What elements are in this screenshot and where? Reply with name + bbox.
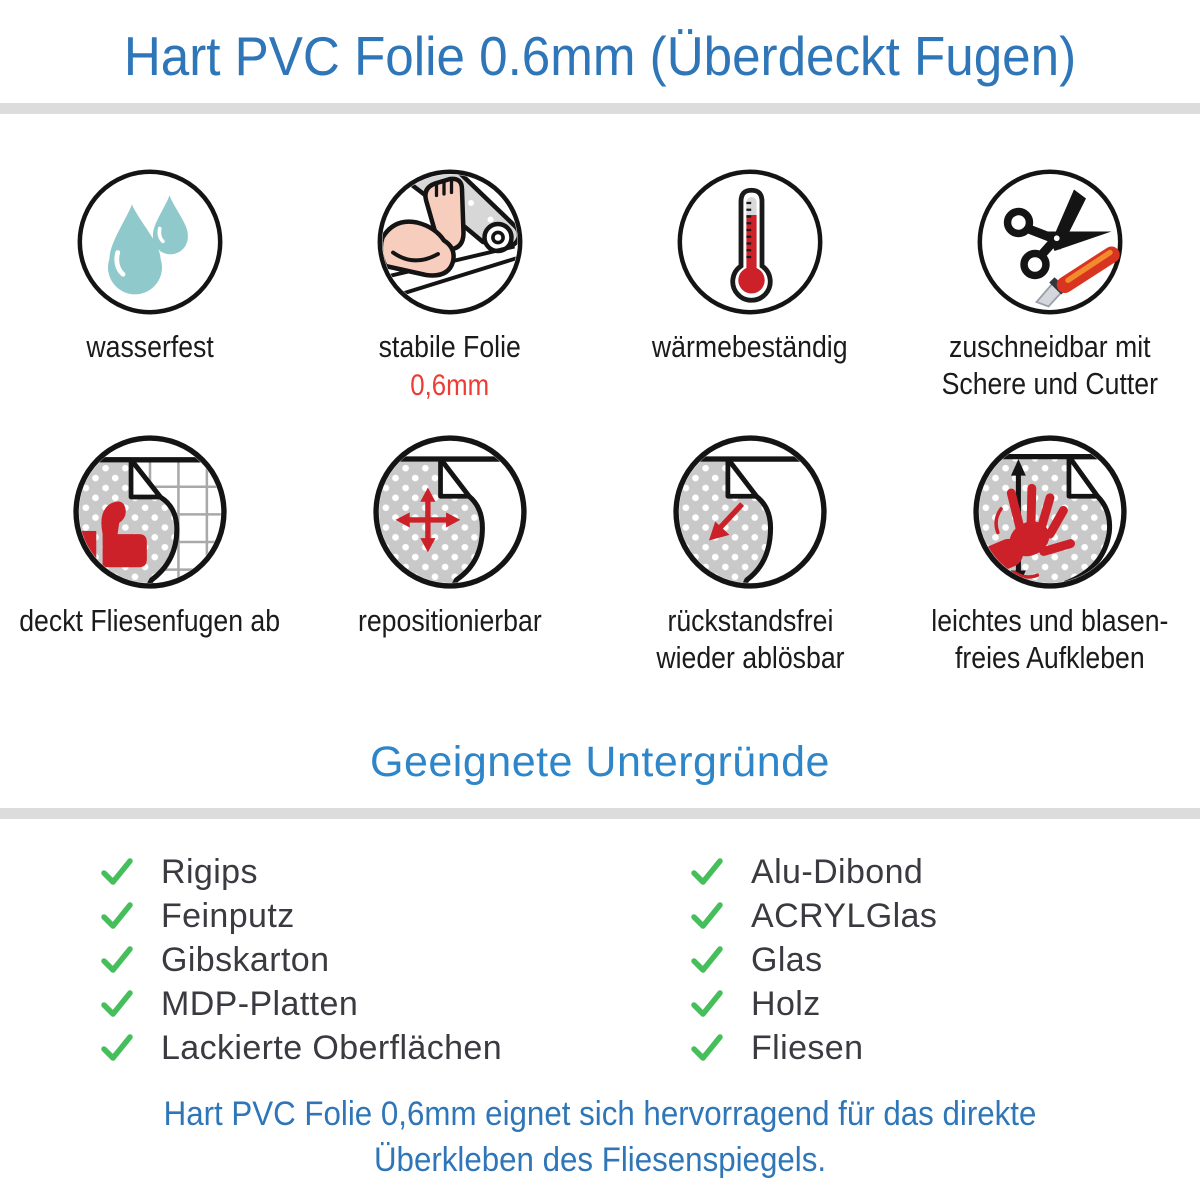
divider-middle bbox=[0, 808, 1200, 819]
feature-label: deckt Fliesenfugen ab bbox=[19, 603, 281, 638]
feature-label: zuschneidbar mit Schere und Cutter bbox=[941, 329, 1159, 402]
feature-label: repositionierbar bbox=[358, 603, 542, 638]
item-label: Lackierte Oberflächen bbox=[161, 1028, 503, 1067]
feature-cuttable: zuschneidbar mit Schere und Cutter bbox=[900, 114, 1200, 433]
thermometer-icon bbox=[677, 169, 823, 315]
muscle-arm-foil-roll-icon bbox=[377, 169, 523, 315]
feature-residue-free: rückstandsfrei wieder ablösbar bbox=[600, 433, 900, 676]
item-label: ACRYLGlas bbox=[751, 896, 938, 935]
substrates-list-left: Rigips Feinputz Gibskarton MDP-Platten L… bbox=[100, 850, 594, 1070]
feature-label: leichtes und blasen- freies Aufkleben bbox=[931, 603, 1169, 676]
check-icon bbox=[691, 1034, 723, 1061]
feature-covers-tile-joints: deckt Fliesenfugen ab bbox=[0, 433, 300, 676]
item-label: Rigips bbox=[161, 852, 258, 891]
feature-stable-foil: stabile Folie 0,6mm bbox=[300, 114, 600, 433]
list-item: Feinputz bbox=[100, 894, 594, 938]
item-label: Feinputz bbox=[161, 896, 295, 935]
check-icon bbox=[691, 946, 723, 973]
item-label: Gibskarton bbox=[161, 940, 330, 979]
move-arrows-foil-icon bbox=[373, 435, 527, 589]
feature-grid: wasserfest bbox=[0, 114, 1200, 676]
check-icon bbox=[101, 858, 133, 885]
list-item: MDP-Platten bbox=[100, 982, 594, 1026]
feature-label: rückstandsfrei wieder ablösbar bbox=[655, 603, 845, 676]
check-icon bbox=[101, 990, 133, 1017]
item-label: Holz bbox=[751, 984, 821, 1023]
substrates-section: Rigips Feinputz Gibskarton MDP-Platten L… bbox=[0, 850, 1200, 1070]
check-icon bbox=[691, 990, 723, 1017]
list-item: Holz bbox=[690, 982, 937, 1026]
footer-line-1: Hart PVC Folie 0,6mm eignet sich hervorr… bbox=[163, 1095, 1037, 1133]
page-title: Hart PVC Folie 0.6mm (Überdeckt Fugen) bbox=[123, 25, 1077, 87]
feature-label: wasserfest bbox=[86, 329, 214, 364]
feature-label: wärmebeständig bbox=[652, 329, 848, 364]
substrates-list-right: Alu-Dibond ACRYLGlas Glas Holz Fliesen bbox=[690, 850, 937, 1070]
list-item: Lackierte Oberflächen bbox=[100, 1026, 594, 1070]
footer-note: Hart PVC Folie 0,6mm eignet sich hervorr… bbox=[0, 1092, 1200, 1183]
divider-top bbox=[0, 103, 1200, 114]
check-icon bbox=[101, 902, 133, 929]
check-icon bbox=[691, 902, 723, 929]
feature-row-1: wasserfest bbox=[0, 114, 1200, 433]
item-label: Fliesen bbox=[751, 1028, 864, 1067]
feature-row-2: deckt Fliesenfugen ab bbox=[0, 433, 1200, 676]
feature-waterproof: wasserfest bbox=[0, 114, 300, 433]
list-item: ACRYLGlas bbox=[690, 894, 937, 938]
feature-repositionable: repositionierbar bbox=[300, 433, 600, 676]
water-drops-icon bbox=[77, 169, 223, 315]
list-item: Gibskarton bbox=[100, 938, 594, 982]
footer-line-2: Überkleben des Fliesenspiegels. bbox=[373, 1140, 827, 1179]
section-heading: Geeignete Untergründe bbox=[370, 738, 830, 786]
list-item: Glas bbox=[690, 938, 937, 982]
scissors-and-cutter-icon bbox=[977, 169, 1123, 315]
peel-off-arrow-foil-icon bbox=[673, 435, 827, 589]
item-label: Alu-Dibond bbox=[751, 852, 924, 891]
thumbs-up-tile-foil-icon bbox=[73, 435, 227, 589]
list-item: Rigips bbox=[100, 850, 594, 894]
feature-bubble-free: leichtes und blasen- freies Aufkleben bbox=[900, 433, 1200, 676]
check-icon bbox=[691, 858, 723, 885]
thickness-highlight: 0,6mm bbox=[410, 369, 490, 403]
list-item: Alu-Dibond bbox=[690, 850, 937, 894]
feature-heat-resistant: wärmebeständig bbox=[600, 114, 900, 433]
item-label: Glas bbox=[751, 940, 823, 979]
item-label: MDP-Platten bbox=[161, 984, 359, 1023]
check-icon bbox=[101, 946, 133, 973]
feature-label: stabile Folie 0,6mm bbox=[378, 329, 522, 403]
smoothing-hand-foil-icon bbox=[973, 435, 1127, 589]
check-icon bbox=[101, 1034, 133, 1061]
list-item: Fliesen bbox=[690, 1026, 937, 1070]
